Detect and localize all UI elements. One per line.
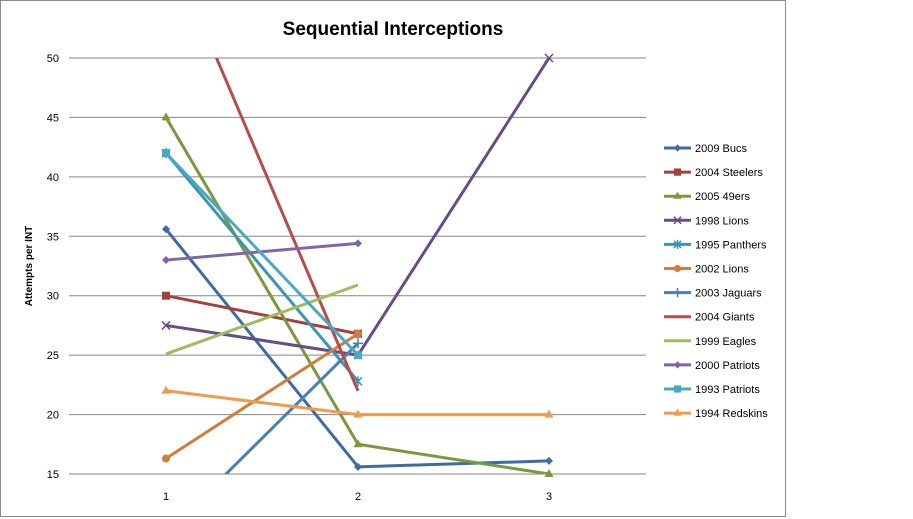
series-6 bbox=[223, 338, 363, 474]
data-point bbox=[673, 191, 682, 199]
y-tick-label: 40 bbox=[47, 172, 59, 184]
data-point bbox=[161, 385, 171, 394]
line-chart: Sequential Interceptions Attempts per IN… bbox=[24, 19, 768, 503]
y-tick-label: 50 bbox=[47, 53, 59, 65]
chart-title: Sequential Interceptions bbox=[283, 19, 504, 40]
series-9 bbox=[162, 239, 362, 265]
data-point bbox=[162, 225, 170, 234]
data-point bbox=[162, 291, 170, 300]
y-tick-label: 15 bbox=[47, 469, 59, 481]
legend-label: 2009 Bucs bbox=[695, 143, 747, 155]
data-point bbox=[161, 320, 171, 330]
data-point bbox=[162, 149, 170, 158]
data-point bbox=[545, 456, 553, 465]
data-point bbox=[673, 144, 682, 152]
y-tick-label: 45 bbox=[47, 112, 59, 124]
data-point bbox=[354, 239, 362, 248]
series-line bbox=[165, 241, 359, 262]
series-3 bbox=[161, 53, 554, 360]
series-10 bbox=[162, 149, 362, 360]
x-tick-label: 2 bbox=[355, 491, 361, 503]
series-line bbox=[165, 294, 359, 336]
series-layer bbox=[161, 53, 554, 477]
legend-item: 2005 49ers bbox=[664, 191, 751, 203]
legend-item: 1999 Eagles bbox=[664, 336, 757, 348]
data-point bbox=[354, 462, 362, 471]
legend-label: 1995 Panthers bbox=[695, 239, 767, 251]
legend-item: 2004 Giants bbox=[664, 312, 755, 324]
legend-item: 2004 Steelers bbox=[664, 167, 763, 179]
series-line bbox=[164, 152, 360, 383]
data-point bbox=[544, 469, 554, 477]
data-point bbox=[673, 239, 682, 249]
legend-label: 2004 Giants bbox=[695, 312, 755, 324]
data-point bbox=[544, 53, 554, 63]
legend-item: 1994 Redskins bbox=[664, 408, 768, 420]
legend-label: 1998 Lions bbox=[695, 215, 749, 227]
legend-item: 2003 Jaguars bbox=[664, 288, 762, 300]
legend-item: 1993 Patriots bbox=[664, 384, 760, 396]
y-tick-label: 30 bbox=[47, 291, 59, 303]
data-point bbox=[353, 338, 363, 349]
data-point bbox=[673, 361, 682, 369]
x-tick-label: 1 bbox=[163, 491, 169, 503]
legend-label: 2004 Steelers bbox=[695, 167, 763, 179]
series-line bbox=[165, 58, 551, 357]
data-point bbox=[673, 216, 682, 225]
series-8 bbox=[165, 283, 359, 356]
data-point bbox=[354, 351, 362, 360]
series-5 bbox=[162, 329, 362, 463]
legend-item: 2000 Patriots bbox=[664, 360, 760, 372]
data-point bbox=[162, 256, 170, 265]
x-tick-label: 3 bbox=[546, 491, 552, 503]
legend-label: 2005 49ers bbox=[695, 191, 751, 203]
legend-label: 1993 Patriots bbox=[695, 384, 760, 396]
legend-label: 1999 Eagles bbox=[695, 336, 757, 348]
data-point bbox=[161, 112, 171, 121]
y-axis-label: Attempts per INT bbox=[24, 226, 35, 307]
legend: 2009 Bucs 2004 Steelers 2005 49ers 1998 Lio… bbox=[664, 143, 768, 420]
legend-label: 2003 Jaguars bbox=[695, 288, 762, 300]
y-tick-label: 35 bbox=[47, 231, 59, 243]
data-point bbox=[672, 288, 683, 298]
data-point bbox=[353, 409, 363, 418]
legend-item: 1998 Lions bbox=[664, 215, 749, 227]
data-point bbox=[353, 439, 363, 448]
data-point bbox=[673, 264, 682, 273]
data-point bbox=[544, 409, 554, 418]
data-point bbox=[673, 385, 682, 393]
legend-item: 2009 Bucs bbox=[664, 143, 747, 155]
legend-item: 2002 Lions bbox=[664, 264, 749, 276]
y-tick-label: 25 bbox=[47, 350, 59, 362]
y-tick-label: 20 bbox=[47, 410, 59, 422]
legend-item: 1995 Panthers bbox=[664, 239, 767, 251]
series-line bbox=[164, 152, 360, 357]
series-line bbox=[214, 58, 360, 392]
series-line bbox=[165, 332, 359, 460]
series-line bbox=[223, 342, 360, 474]
legend-label: 2002 Lions bbox=[695, 264, 749, 276]
chart-frame: Sequential Interceptions Attempts per IN… bbox=[0, 0, 786, 517]
data-point bbox=[354, 329, 362, 338]
series-line bbox=[165, 283, 359, 356]
series-11 bbox=[161, 385, 554, 418]
data-point bbox=[673, 408, 682, 416]
legend-label: 2000 Patriots bbox=[695, 360, 760, 372]
legend-label: 1994 Redskins bbox=[695, 408, 768, 420]
axes: 15 20 25 30 35 40 45 50 1 2 3 bbox=[47, 53, 552, 503]
series-7 bbox=[214, 58, 360, 392]
data-point bbox=[673, 168, 682, 176]
series-2 bbox=[161, 112, 554, 477]
data-point bbox=[162, 454, 170, 463]
